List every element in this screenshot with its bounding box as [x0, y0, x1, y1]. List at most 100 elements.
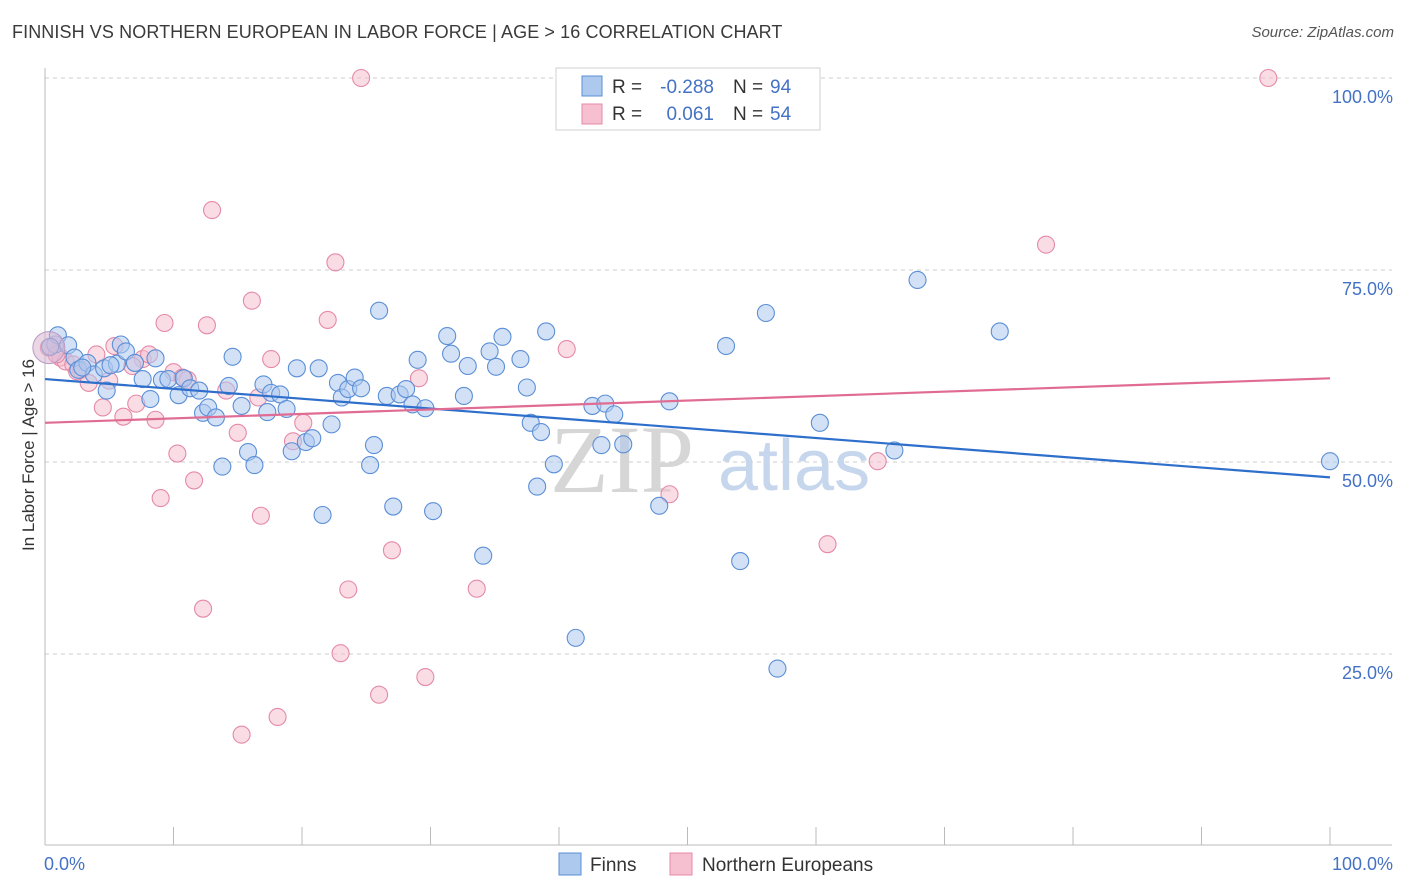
- legend-n-value-finns: 94: [770, 77, 792, 98]
- finns-point: [223, 347, 242, 366]
- bottom-legend-swatch-ne: [669, 852, 693, 876]
- finns-point: [442, 344, 461, 363]
- finns-point: [544, 455, 563, 474]
- finns-point: [245, 456, 264, 475]
- finns-point: [566, 628, 585, 647]
- finns-point: [756, 303, 775, 323]
- finns-point: [537, 322, 556, 341]
- finns-point: [309, 359, 328, 378]
- northern-europeans-point: [370, 685, 389, 704]
- legend-r-label-finns: R =: [612, 77, 642, 98]
- northern-europeans-point: [194, 599, 213, 618]
- finns-point: [990, 322, 1009, 341]
- northern-europeans-point: [326, 253, 345, 272]
- finns-point: [424, 502, 443, 521]
- finns-point: [141, 389, 160, 409]
- finns-point: [146, 349, 165, 368]
- axes: [44, 68, 1392, 846]
- legend-r-value-finns: -0.288: [660, 77, 714, 98]
- finns-point: [517, 378, 536, 397]
- finns-point: [716, 336, 736, 356]
- watermark-atlas: atlas: [718, 426, 870, 506]
- northern-europeans-point: [382, 541, 402, 560]
- finns-point: [474, 546, 493, 565]
- northern-europeans-point: [416, 667, 435, 687]
- finns-point: [614, 435, 633, 454]
- cluster-point: [32, 331, 66, 365]
- finns-point: [438, 326, 457, 346]
- finns-point: [528, 477, 547, 496]
- northern-europeans-point: [339, 580, 358, 599]
- northern-europeans-point: [262, 350, 281, 369]
- northern-europeans-trend-line: [44, 377, 1331, 424]
- series-legend: Finns Northern Europeans: [558, 852, 873, 876]
- northern-europeans-point: [228, 423, 247, 442]
- northern-europeans-point: [1036, 235, 1056, 254]
- chart-title: FINNISH VS NORTHERN EUROPEAN IN LABOR FO…: [12, 22, 783, 42]
- legend-swatch-finns: [581, 75, 603, 97]
- finns-point: [511, 350, 530, 369]
- y-tick-label: 100.0%: [1332, 87, 1393, 107]
- finns-trend-line: [44, 377, 1331, 479]
- legend-n-label-finns: N =: [733, 77, 763, 98]
- finns-point: [361, 456, 380, 475]
- finns-point: [731, 552, 750, 571]
- finns-point: [592, 436, 611, 455]
- northern-europeans-point: [168, 444, 187, 463]
- finns-point: [454, 386, 473, 406]
- northern-europeans-point: [242, 291, 261, 310]
- bottom-legend-label-finns: Finns: [590, 855, 636, 876]
- finns-point: [384, 497, 403, 516]
- y-axis-title: In Labor Force | Age > 16: [19, 359, 38, 551]
- finns-point: [159, 370, 178, 389]
- legend-n-value-ne: 54: [770, 104, 792, 125]
- finns-point: [213, 457, 232, 476]
- y-tick-label: 25.0%: [1342, 663, 1393, 683]
- northern-europeans-point: [203, 201, 222, 220]
- finns-point: [908, 270, 927, 290]
- finns-point: [397, 379, 416, 399]
- trend-lines: [44, 377, 1331, 479]
- finns-point: [531, 422, 551, 442]
- northern-europeans-point: [114, 407, 133, 426]
- x-tick-label-min: 0.0%: [44, 854, 85, 874]
- finns-point: [885, 441, 904, 460]
- finns-point: [768, 659, 787, 678]
- finns-point: [219, 376, 238, 396]
- northern-europeans-point: [197, 316, 216, 335]
- y-tick-label: 75.0%: [1342, 279, 1393, 299]
- legend-r-value-ne: 0.061: [666, 104, 714, 125]
- source-label: Source: ZipAtlas.com: [1251, 24, 1394, 41]
- finns-point: [97, 381, 116, 400]
- northern-europeans-point: [331, 644, 350, 663]
- finns-point: [480, 342, 499, 361]
- northern-europeans-point: [155, 313, 174, 333]
- correlation-legend: R = -0.288 N = 94 R = 0.061 N = 54: [555, 67, 821, 131]
- finns-point: [493, 327, 512, 346]
- bottom-legend-label-ne: Northern Europeans: [702, 855, 873, 876]
- bottom-legend-swatch-finns: [558, 852, 582, 876]
- finns-point: [232, 396, 251, 415]
- finns-point: [810, 413, 829, 432]
- finns-point: [605, 405, 624, 424]
- x-tick-label-max: 100.0%: [1332, 854, 1393, 874]
- finns-point: [352, 379, 371, 398]
- legend-r-label-ne: R =: [612, 104, 642, 125]
- northern-europeans-point: [294, 413, 313, 432]
- finns-point: [313, 505, 332, 525]
- northern-europeans-point: [251, 506, 270, 525]
- finns-point: [408, 350, 427, 369]
- northern-europeans-point: [352, 68, 371, 88]
- legend-n-label-ne: N =: [733, 104, 763, 125]
- finns-point: [287, 359, 306, 378]
- finns-point: [322, 415, 341, 434]
- finns-point: [73, 358, 92, 377]
- northern-europeans-point: [318, 310, 337, 329]
- northern-europeans-point: [268, 707, 287, 727]
- finns-point: [125, 353, 144, 372]
- y-tick-label: 50.0%: [1342, 471, 1393, 491]
- finns-point: [486, 357, 506, 376]
- finns-point: [650, 496, 669, 515]
- finns-point: [370, 301, 389, 320]
- northern-europeans-point: [818, 535, 837, 554]
